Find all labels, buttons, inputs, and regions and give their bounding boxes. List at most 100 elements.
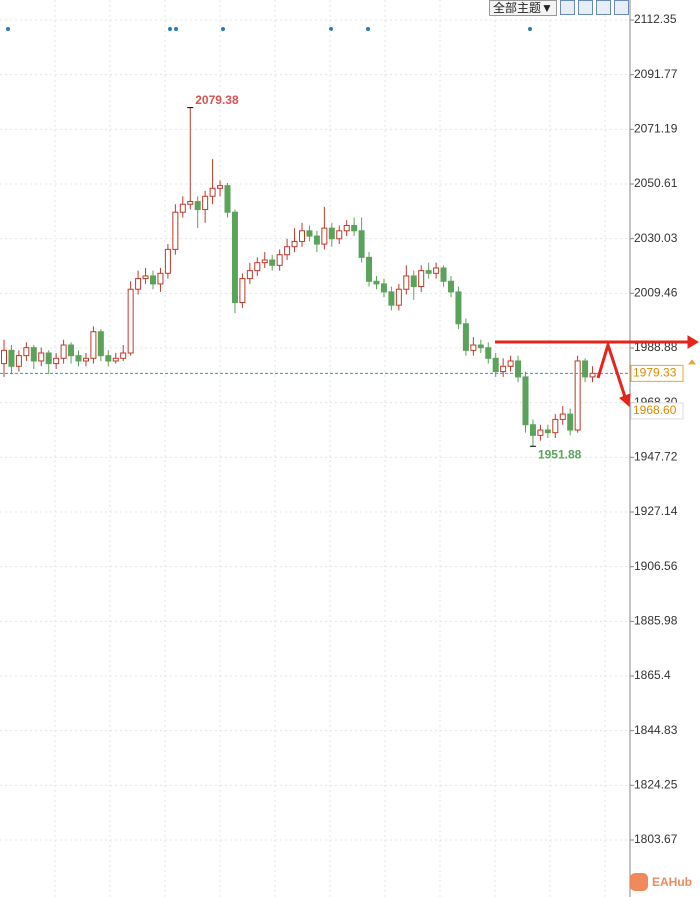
candle-body [187,201,194,205]
candle-body [231,211,238,304]
candle-body [112,357,119,362]
annotation-arrows [495,335,699,408]
toolbar: 全部主题▼ [489,0,629,16]
price-label-box [630,402,684,420]
candle-body [90,331,97,359]
candle-body [68,344,75,357]
candle-body [38,352,45,362]
candle-body [30,347,37,362]
candle-body [537,429,544,436]
candle-body [217,185,224,189]
candle-body [455,291,462,325]
candle-body [60,344,67,359]
candle-body [567,413,574,431]
candle-body [403,275,410,290]
candle-body [142,275,149,280]
candle-body [492,357,499,373]
candle-body [500,365,507,373]
low-label: 1951.88 [538,447,582,461]
y-tick-label: 1927.14 [634,504,678,518]
candle-body [448,280,454,293]
current-price-arrow [688,359,696,365]
candle-body [157,272,164,285]
candle-body [75,355,82,362]
y-tick-label: 2091.77 [634,67,678,81]
candle-body [299,230,305,242]
candle-body [246,270,253,280]
candle-body [291,240,298,248]
candle-body [23,347,30,357]
candle-body [589,372,596,378]
candle-body [544,429,551,434]
candle-body [53,357,60,365]
y-tick-label: 1803.67 [634,832,678,846]
watermark-logo [630,873,648,891]
y-tick-label: 1906.56 [634,559,678,573]
candle-body [172,211,179,250]
candle-body [343,224,350,232]
candle-body [306,230,313,237]
candle-body [559,413,566,420]
candle-body [269,259,276,266]
candle-body [150,275,156,285]
candle-body [179,203,186,213]
candle-body [418,270,425,288]
candle-body [261,259,268,264]
candle-body [321,227,328,245]
arrow-head [619,393,631,408]
candle-body [358,230,365,258]
y-tick-label: 2050.61 [634,176,678,190]
y-tick-label: 2071.19 [634,122,678,136]
candle-body [202,195,209,211]
candle-body [45,352,52,365]
candle-body [1,349,7,365]
arrow [596,340,628,401]
y-tick-label: 1824.25 [634,777,678,791]
candle-body [373,280,380,285]
candle-body [164,248,171,274]
candle-body [507,360,514,367]
candle-body [477,344,484,349]
candle-body [470,344,477,351]
tool-icon[interactable] [613,0,629,15]
arrow-head [687,335,699,349]
candle-body [440,267,447,282]
watermark-text: EAHub [652,875,692,889]
candle-body [224,185,231,213]
candle-body [8,349,15,367]
candle-body [313,235,320,245]
candle-body [254,262,261,272]
candle-body [433,267,440,274]
price-label: 1968.60 [633,403,677,417]
candle-body [105,355,112,362]
candle-body [351,224,358,232]
candle-body [82,357,89,362]
candle-body [462,323,469,351]
y-tick-label: 2009.46 [634,285,678,299]
theme-button[interactable]: 全部主题▼ [489,0,557,16]
candle-body [574,360,581,431]
candle-body [135,278,142,290]
candle-body [425,270,432,274]
candle-body [582,360,589,378]
tool-icon[interactable] [577,0,593,15]
candle-body [410,275,417,288]
candle-body [366,256,373,282]
y-tick-label: 1844.83 [634,723,678,737]
candle-body [522,376,529,426]
candle-body [529,424,536,436]
candle-body [336,230,343,240]
high-label: 2079.38 [195,93,239,107]
y-tick-label: 2030.03 [634,231,678,245]
y-tick-label: 1947.72 [634,450,678,464]
candle-body [194,201,201,211]
y-tick-label: 1988.88 [634,340,678,354]
candle-body [120,352,127,359]
candle-body [328,227,335,240]
candle-body [239,278,246,304]
current-price-box [630,364,684,382]
tool-icon[interactable] [595,0,611,15]
tool-icon[interactable] [559,0,575,15]
